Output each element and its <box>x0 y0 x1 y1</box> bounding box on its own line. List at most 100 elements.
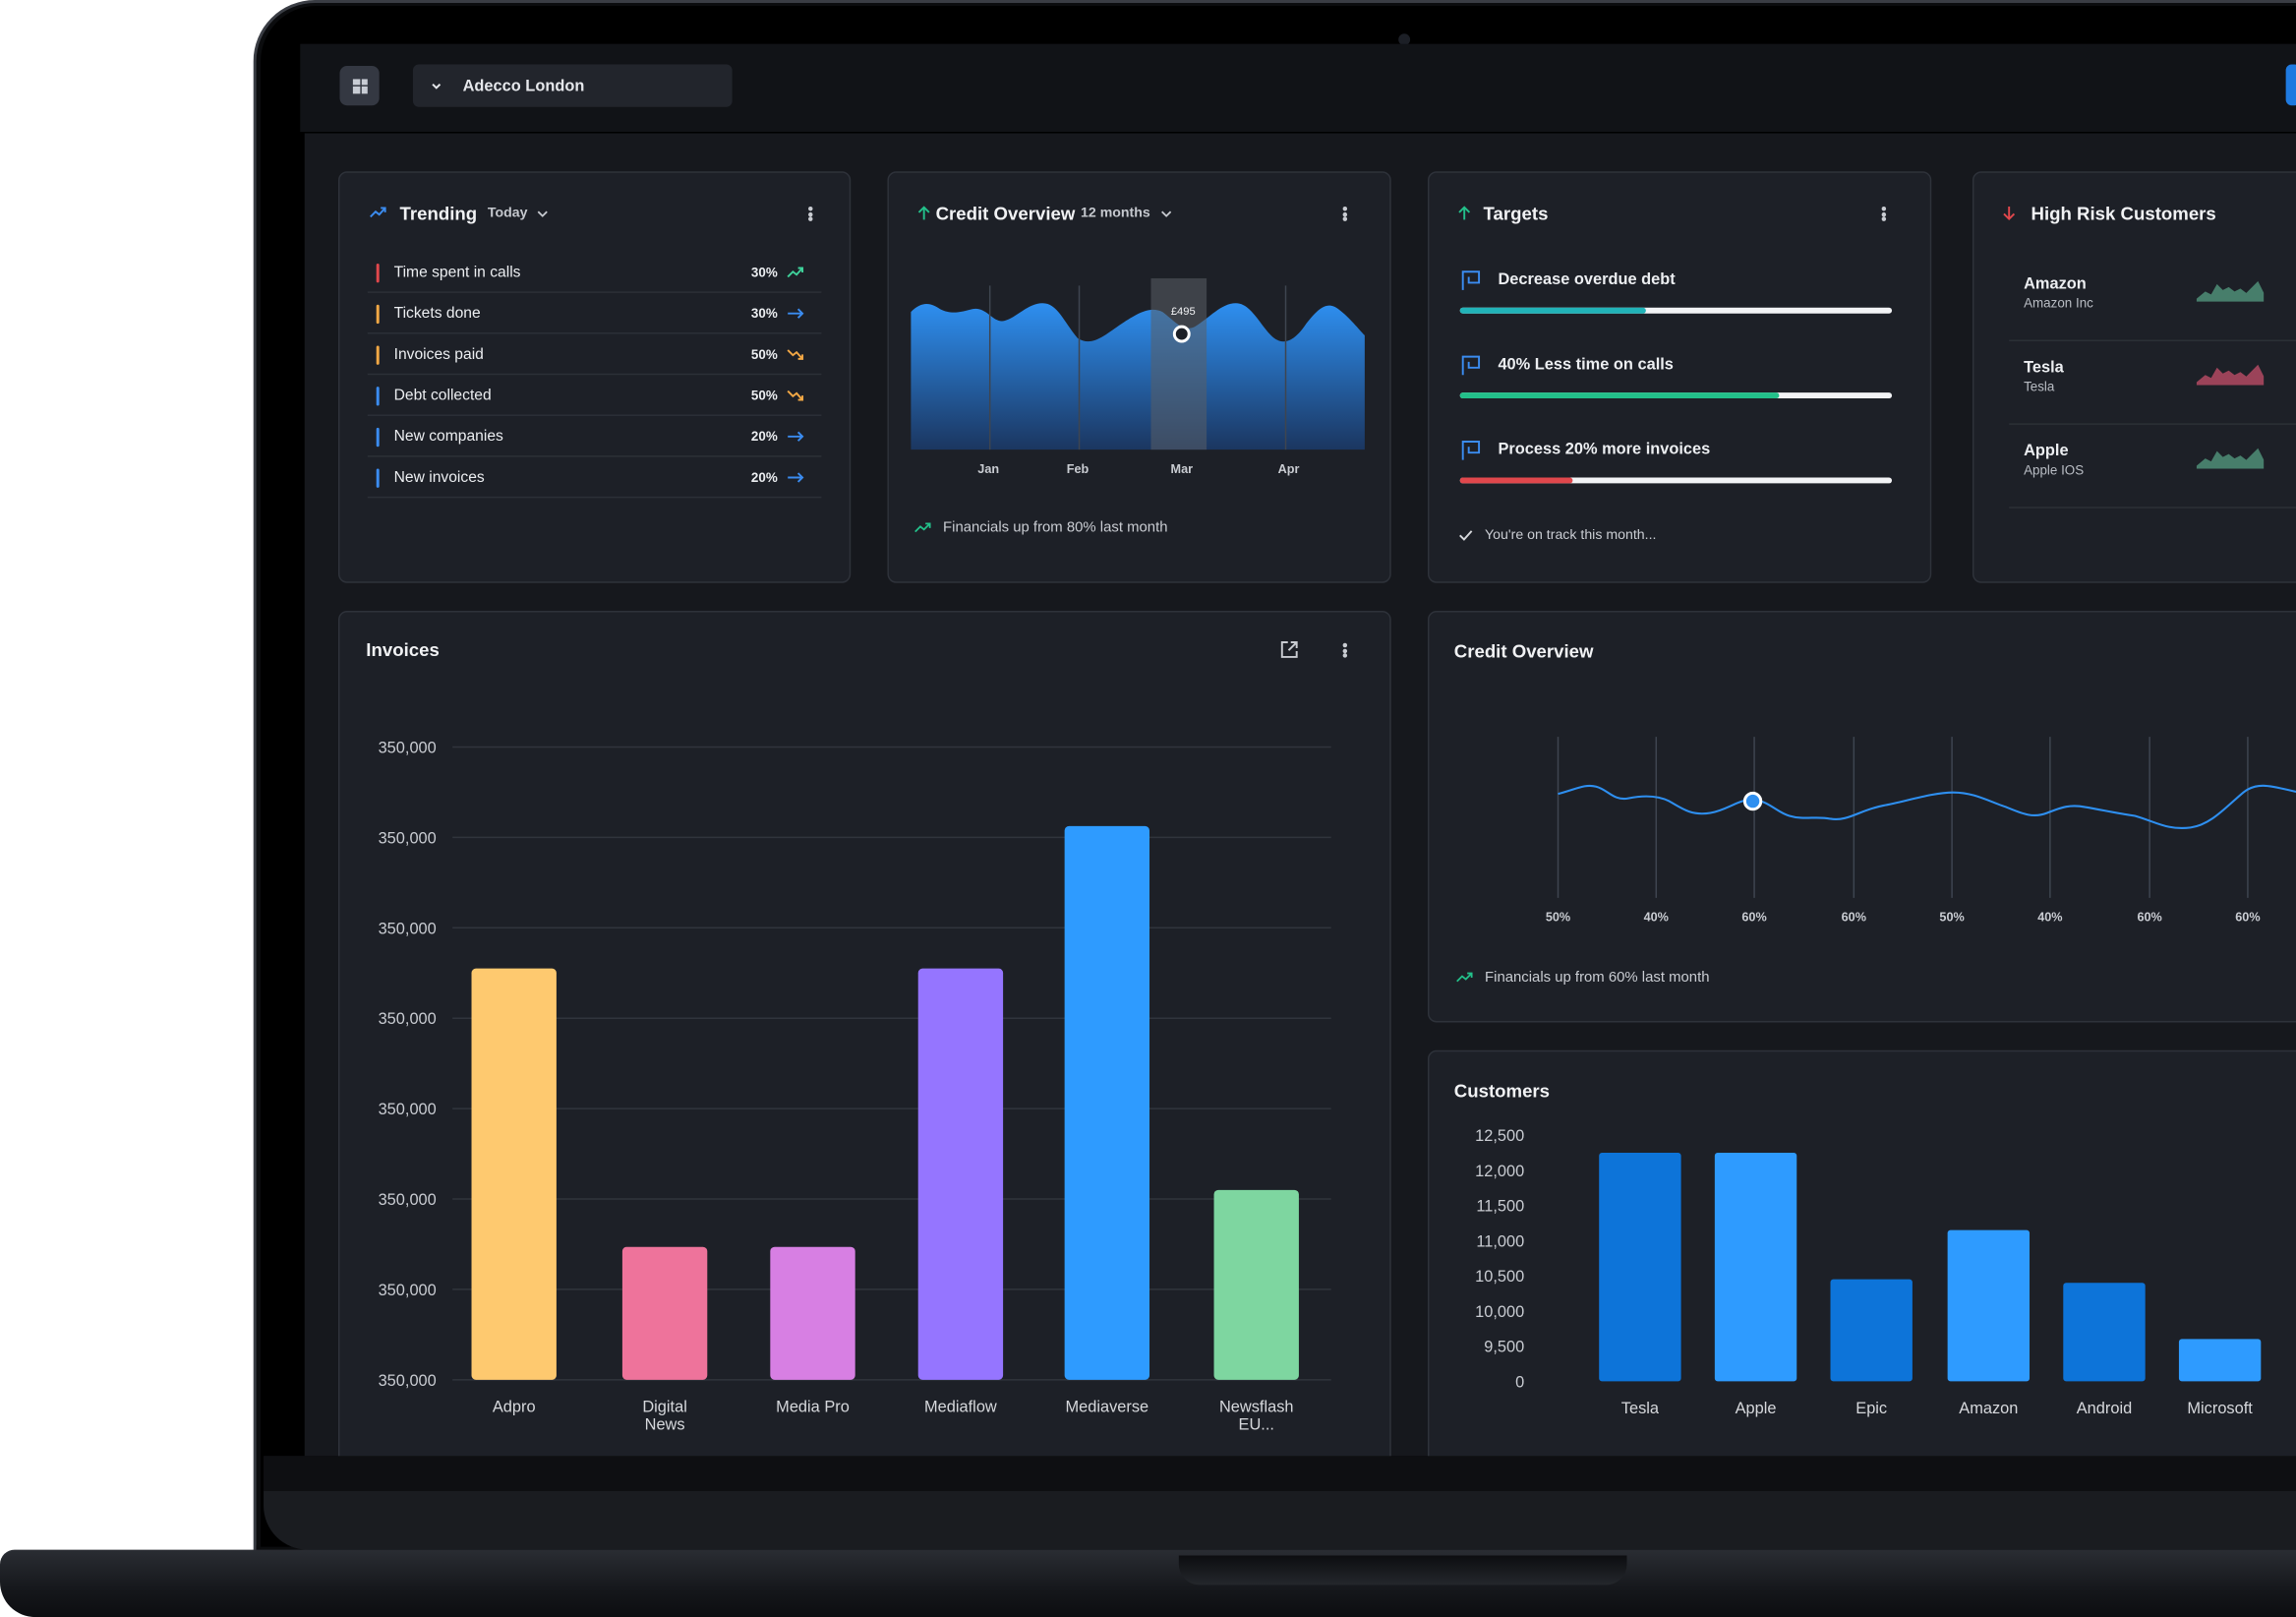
org-selector[interactable]: Adecco London <box>412 64 733 107</box>
customers-y-tick: 10,000 <box>1475 1303 1524 1321</box>
credit-area <box>911 303 1365 450</box>
customers-bar[interactable] <box>2178 1339 2262 1382</box>
trending-row[interactable]: New invoices 20% <box>367 458 822 499</box>
trending-more-button[interactable] <box>801 204 819 224</box>
invoice-y-tick: 350,000 <box>379 1372 437 1390</box>
trending-down-icon <box>787 349 804 360</box>
credit-more-button[interactable] <box>1335 204 1353 224</box>
dashboard-grid-button[interactable] <box>339 66 380 106</box>
invoice-bar[interactable] <box>1064 825 1150 1380</box>
arrow-right-icon <box>788 431 804 442</box>
trending-row-percent: 50% <box>750 346 778 362</box>
customers-y-tick: 9,500 <box>1484 1339 1524 1356</box>
trending-row-label: New companies <box>393 427 503 446</box>
customers-bar[interactable] <box>1830 1279 1913 1382</box>
customers-bar[interactable] <box>2063 1283 2146 1382</box>
line-x-label: 40% <box>1643 909 1669 925</box>
invoice-y-tick: 350,000 <box>379 1282 437 1299</box>
credit-highlight-band <box>1150 277 1207 450</box>
trending-row[interactable]: New companies 20% <box>367 417 822 457</box>
invoice-category-label: Newsflash <box>1219 1399 1294 1416</box>
invoice-y-tick: 350,000 <box>379 1010 437 1028</box>
laptop-notch <box>1178 1555 1627 1586</box>
trending-row[interactable]: Tickets done 30% <box>367 294 822 334</box>
arrow-right-icon <box>788 308 804 319</box>
invoice-category-label: EU... <box>1239 1415 1274 1433</box>
screen-bottom-edge <box>264 1456 2296 1492</box>
targets-card <box>1427 171 1932 583</box>
customers-bar-chart: 12,500 12,000 11,500 11,000 10,500 10,000 9,50… <box>1475 1127 2262 1417</box>
customers-bar[interactable] <box>1714 1153 1797 1382</box>
sparkline <box>2196 364 2265 386</box>
credit-marker <box>1172 325 1191 343</box>
customers-bar[interactable] <box>1599 1153 1681 1382</box>
target-row: 40% Less time on calls <box>1459 354 1900 404</box>
invoice-y-tick: 350,000 <box>379 739 437 756</box>
invoices-more-button[interactable] <box>1335 640 1353 661</box>
invoice-bar[interactable] <box>917 968 1004 1380</box>
invoice-category-label: Media Pro <box>776 1399 850 1416</box>
credit-month-label: Jan <box>977 461 1000 476</box>
credit-month-label: Apr <box>1277 461 1300 476</box>
trending-row-percent: 20% <box>750 429 778 445</box>
invoice-category-label: Digital <box>642 1399 687 1416</box>
credit-large-footer: Financials up from 60% last month <box>1455 969 1710 987</box>
trending-period-select[interactable]: Today <box>488 205 550 221</box>
trending-row-percent: 50% <box>750 388 778 403</box>
customers-y-tick: 12,000 <box>1475 1163 1524 1180</box>
camera-icon <box>1398 33 1411 46</box>
line-x-label: 50% <box>1545 909 1571 925</box>
credit-line-chart <box>1557 737 2296 898</box>
trending-row-percent: 20% <box>750 470 778 485</box>
trending-row[interactable]: Debt collected 50% <box>367 377 822 416</box>
invoice-category-label: Mediaverse <box>1066 1399 1149 1416</box>
customers-category-label: Apple <box>1736 1400 1777 1417</box>
target-label: Process 20% more invoices <box>1498 441 1711 459</box>
line-x-label: 60% <box>2137 909 2162 925</box>
trending-row[interactable]: Invoices paid 50% <box>367 335 822 376</box>
line-x-label: 60% <box>1841 909 1866 925</box>
trending-row-percent: 30% <box>750 306 778 322</box>
invoice-bar[interactable] <box>770 1246 855 1380</box>
target-progress-fill <box>1459 392 1780 399</box>
line-marker <box>1742 791 1763 811</box>
trending-color-bar <box>376 467 380 488</box>
invoice-category-label: News <box>645 1415 685 1433</box>
laptop-base <box>0 1549 2296 1617</box>
customers-y-tick: 10,500 <box>1475 1268 1524 1286</box>
primary-action-button[interactable] <box>2285 64 2296 106</box>
arrow-up-icon <box>1458 206 1471 220</box>
invoice-y-tick: 350,000 <box>379 829 437 847</box>
line-x-label: 60% <box>1741 909 1767 925</box>
invoice-y-tick: 350,000 <box>379 1101 437 1118</box>
high-risk-row[interactable]: Apple Apple IOS <box>2009 425 2296 509</box>
credit-line <box>1558 784 2296 830</box>
credit-overview-title: Credit Overview <box>935 203 1076 224</box>
invoice-bar[interactable] <box>471 968 557 1380</box>
high-risk-row[interactable]: Tesla Tesla <box>2009 341 2296 425</box>
flag-icon <box>1461 270 1481 290</box>
trending-row[interactable]: Time spent in calls 30% <box>367 254 822 293</box>
external-link-icon[interactable] <box>1280 640 1299 659</box>
invoice-bar[interactable] <box>621 1246 708 1380</box>
trending-title: Trending <box>399 203 478 224</box>
chevron-down-icon <box>432 83 442 89</box>
credit-period-select[interactable]: 12 months <box>1081 205 1172 221</box>
high-risk-row[interactable]: Amazon Amazon Inc <box>2009 258 2296 341</box>
credit-large-footer-text: Financials up from 60% last month <box>1485 969 1710 987</box>
check-icon <box>1459 530 1473 541</box>
invoice-bar[interactable] <box>1213 1189 1299 1380</box>
customers-title: Customers <box>1453 1081 1551 1102</box>
customers-bar[interactable] <box>1947 1229 2031 1382</box>
target-row: Decrease overdue debt <box>1459 270 1900 320</box>
targets-more-button[interactable] <box>1874 204 1892 224</box>
target-label: Decrease overdue debt <box>1498 270 1676 289</box>
customers-y-tick: 0 <box>1515 1373 1524 1391</box>
target-row: Process 20% more invoices <box>1459 440 1900 490</box>
grid-icon <box>352 78 368 93</box>
line-gridlines <box>1557 737 2249 898</box>
sparkline <box>2196 448 2265 469</box>
trending-up-icon <box>787 267 804 278</box>
credit-period: 12 months <box>1081 205 1150 221</box>
